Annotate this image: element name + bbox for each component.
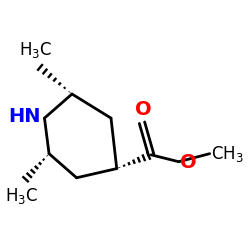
Text: $\mathregular{H_3C}$: $\mathregular{H_3C}$ xyxy=(19,40,52,60)
Text: O: O xyxy=(180,153,196,172)
Text: O: O xyxy=(135,100,152,118)
Text: $\mathregular{CH_3}$: $\mathregular{CH_3}$ xyxy=(212,144,244,164)
Text: $\mathregular{H_3C}$: $\mathregular{H_3C}$ xyxy=(5,186,38,206)
Text: HN: HN xyxy=(8,108,41,126)
